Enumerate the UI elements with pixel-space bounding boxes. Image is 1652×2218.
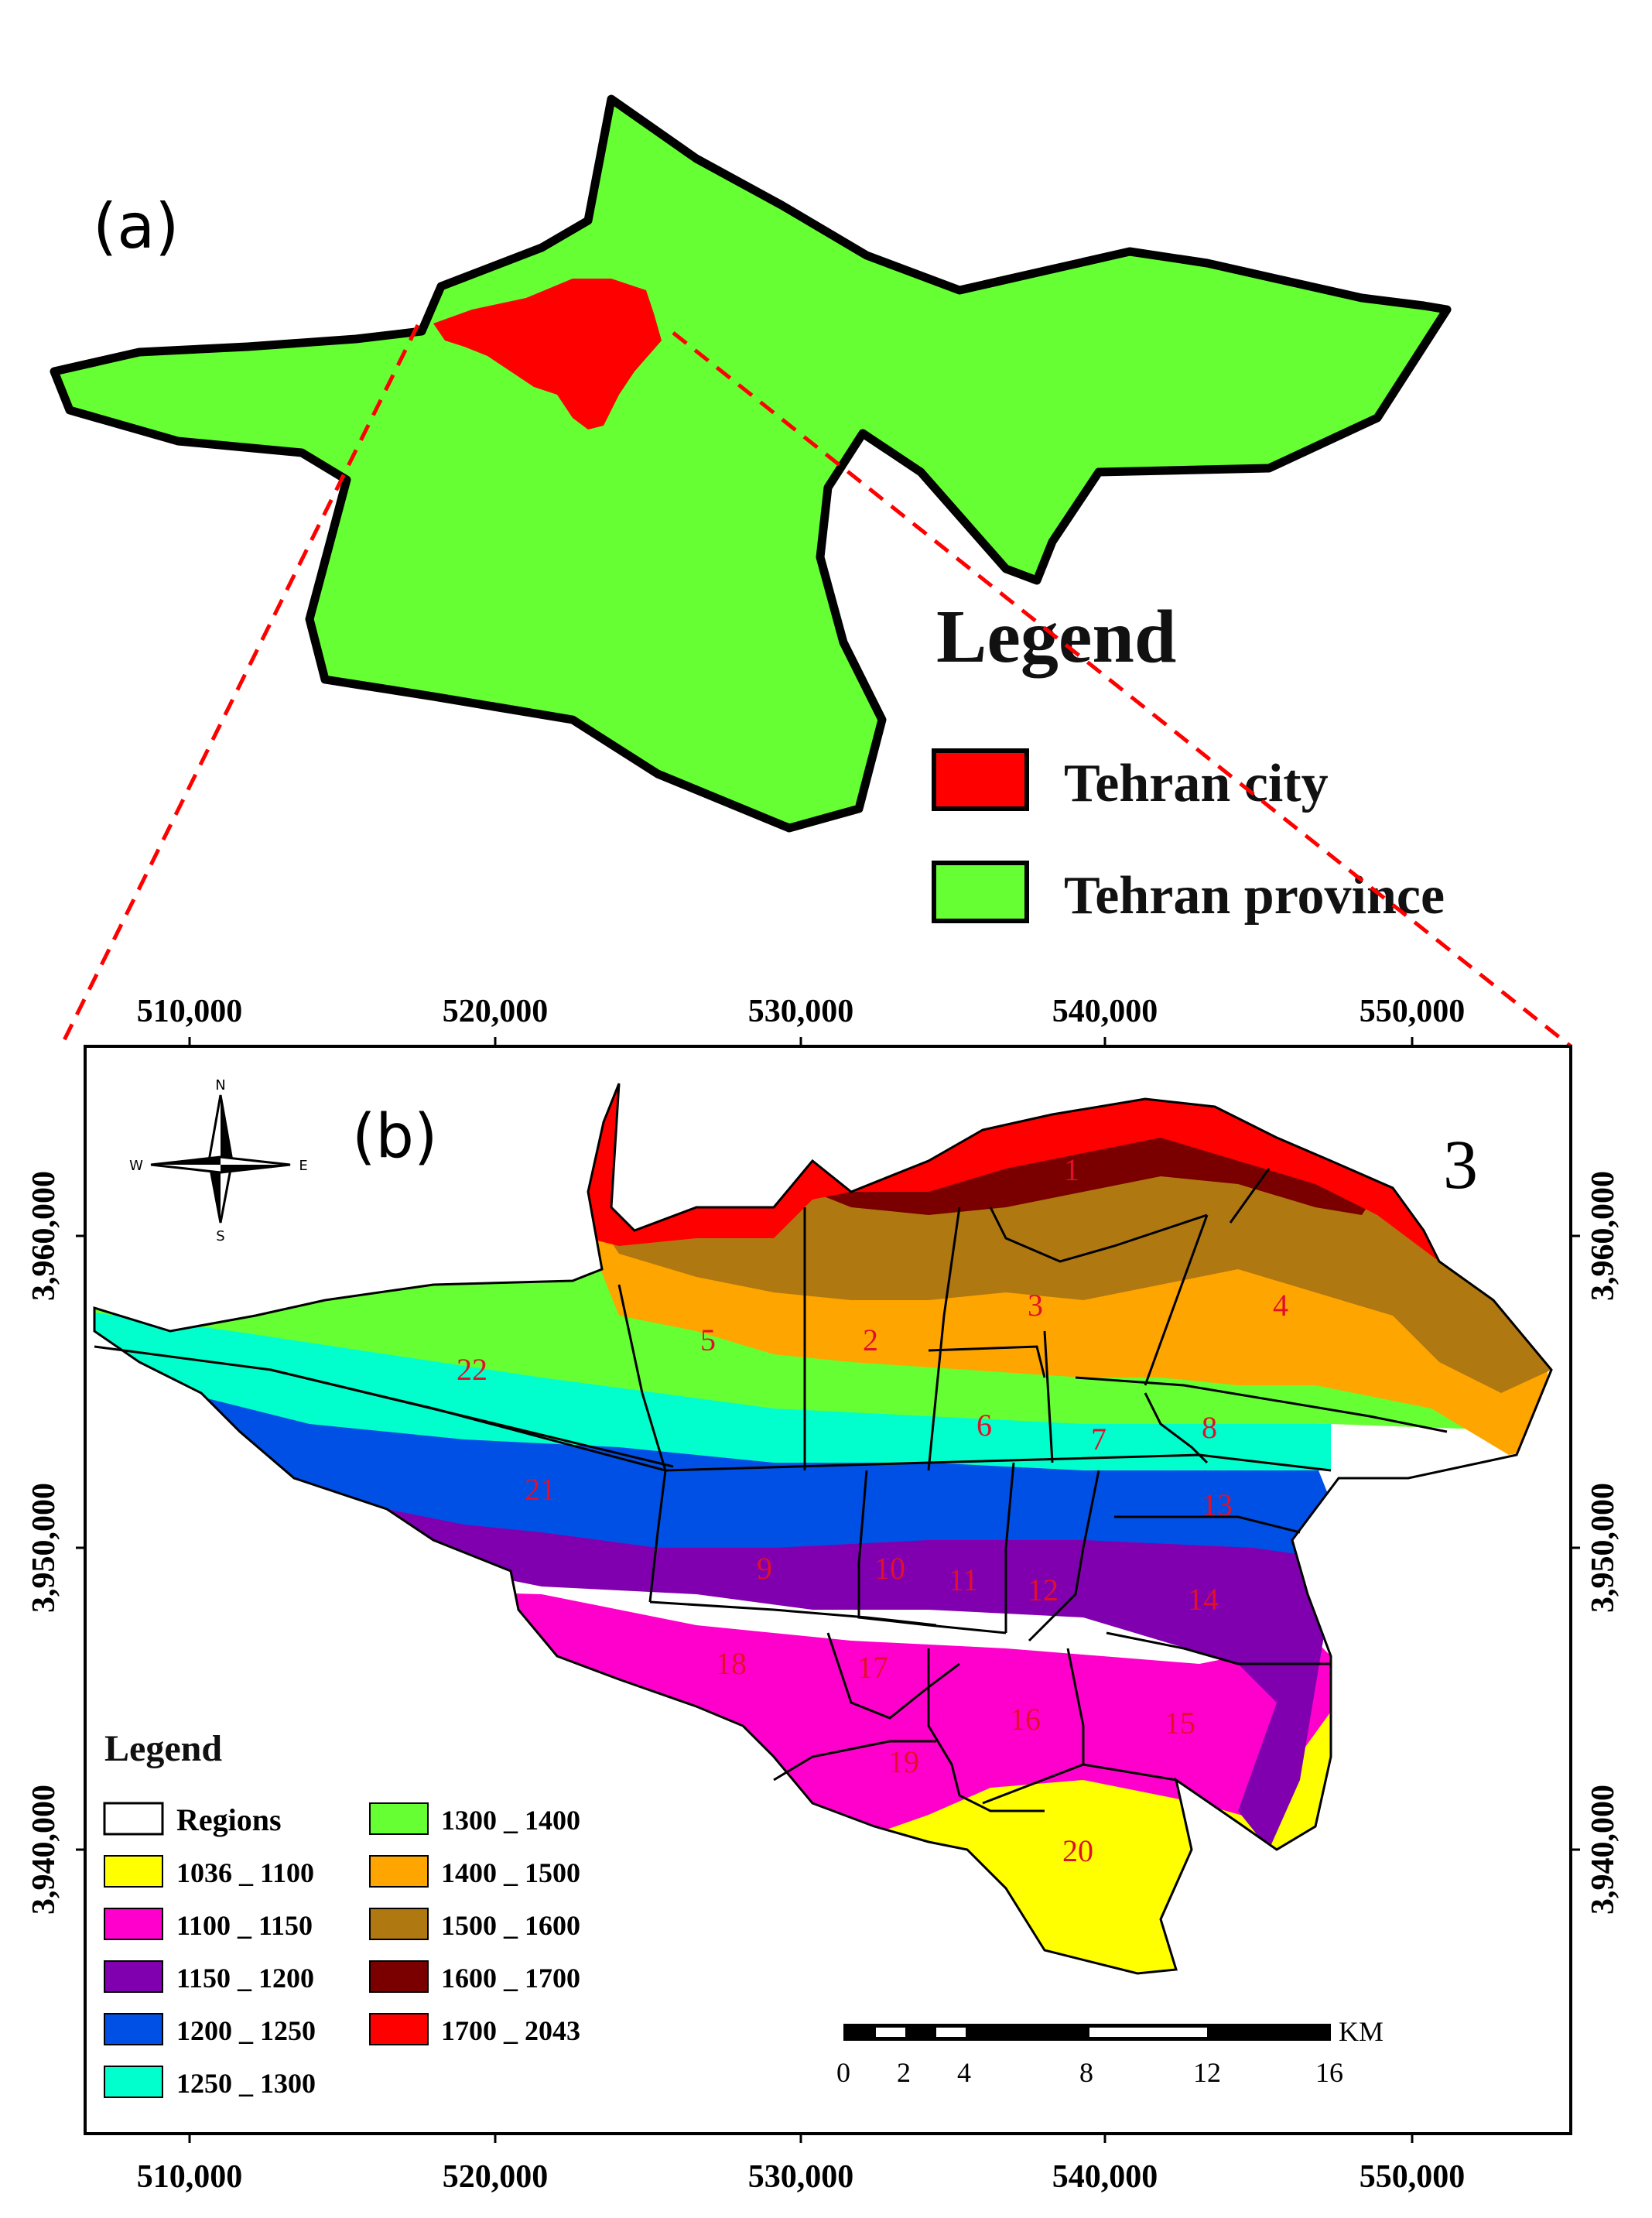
- legend-label-tehran-province: Tehran province: [1064, 866, 1445, 926]
- x-tick-bottom-520000: 520,000: [443, 2159, 549, 2195]
- panel-b-legend: Legend Regions 1036 _ 1100 1100 _ 1150 1…: [103, 1728, 580, 2099]
- region-label-10: 10: [874, 1551, 905, 1586]
- y-tick-left-3940000: 3,940,000: [26, 1785, 62, 1915]
- legend-swatch-1036-1100: [104, 1855, 163, 1888]
- legend-label-1036-1100: 1036 _ 1100: [176, 1857, 314, 1888]
- y-tick-right-3960000: 3,960,000: [1585, 1171, 1621, 1301]
- panel-b-legend-title: Legend: [104, 1728, 222, 1769]
- region-label-15: 15: [1165, 1706, 1195, 1741]
- legend-swatch-tehran-city: [932, 748, 1029, 811]
- region-label-18: 18: [716, 1646, 747, 1681]
- scale-label-12: 12: [1193, 2057, 1221, 2088]
- region-label-9: 9: [757, 1551, 772, 1586]
- legend-label-1200-1250: 1200 _ 1250: [176, 2015, 316, 2046]
- x-tick-bottom-530000: 530,000: [748, 2159, 854, 2195]
- region-label-8: 8: [1202, 1410, 1217, 1445]
- x-tick-bottom-550000: 550,000: [1360, 2159, 1466, 2195]
- region-boundaries: [93, 1083, 1553, 1975]
- legend-label-1600-1700: 1600 _ 1700: [441, 1963, 580, 1994]
- region-label-4: 4: [1273, 1288, 1288, 1323]
- region-label-14: 14: [1188, 1582, 1219, 1617]
- x-tick-top-530000: 530,000: [748, 994, 854, 1029]
- legend-swatch-1150-1200: [104, 1960, 163, 1993]
- legend-label-1500-1600: 1500 _ 1600: [441, 1910, 580, 1941]
- compass-e: E: [299, 1158, 307, 1174]
- legend-label-regions: Regions: [176, 1802, 282, 1837]
- zoom-connector-left: [60, 323, 420, 1046]
- x-tick-top-550000: 550,000: [1360, 994, 1466, 1029]
- region-labels: 1 2 3 4 5 6 7 8 9 10 11 12 13 14 15 16 1…: [457, 1152, 1288, 1868]
- legend-swatch-1700-2043: [369, 2013, 429, 2045]
- band-1500-1600: [588, 1153, 1551, 1393]
- region-label-12: 12: [1028, 1573, 1059, 1607]
- region-label-1: 1: [1064, 1152, 1079, 1187]
- compass-s: S: [216, 1228, 224, 1244]
- scale-unit: KM: [1339, 2016, 1384, 2047]
- legend-label-1150-1200: 1150 _ 1200: [176, 1963, 314, 1994]
- legend-swatch-tehran-province: [932, 861, 1029, 923]
- region-label-19: 19: [888, 1744, 919, 1779]
- scale-bar: KM 0 2 4 8 12 16: [836, 2016, 1384, 2088]
- legend-swatch-1250-1300: [104, 2066, 163, 2098]
- y-tick-right-3940000: 3,940,000: [1585, 1785, 1621, 1915]
- legend-label-tehran-city: Tehran city: [1064, 754, 1329, 813]
- region-label-22: 22: [457, 1352, 487, 1387]
- tehran-province-shape: [50, 94, 1452, 833]
- legend-swatch-regions: [103, 1802, 164, 1836]
- panel-b: 510,000 520,000 530,000 540,000 550,000 …: [26, 994, 1621, 2195]
- x-tick-bottom-540000: 540,000: [1052, 2159, 1158, 2195]
- legend-label-1250-1300: 1250 _ 1300: [176, 2068, 316, 2099]
- region-label-13: 13: [1202, 1487, 1233, 1522]
- legend-swatch-1300-1400: [369, 1802, 429, 1835]
- compass-w: W: [129, 1158, 143, 1174]
- north-arrow: N S E W: [129, 1077, 308, 1244]
- map-number: 3: [1443, 1127, 1478, 1203]
- region-label-21: 21: [525, 1472, 556, 1507]
- legend-swatch-1200-1250: [104, 2013, 163, 2045]
- scale-label-4: 4: [957, 2057, 971, 2088]
- legend-label-1300-1400: 1300 _ 1400: [441, 1805, 580, 1836]
- scale-label-8: 8: [1079, 2057, 1093, 2088]
- region-label-17: 17: [857, 1650, 888, 1685]
- tick-marks: [76, 1037, 1580, 2143]
- legend-label-1100-1150: 1100 _ 1150: [176, 1910, 313, 1941]
- scale-label-2: 2: [897, 2057, 911, 2088]
- region-label-11: 11: [949, 1563, 979, 1597]
- region-label-2: 2: [863, 1323, 878, 1357]
- zoom-connector-right: [672, 331, 1572, 1048]
- region-label-6: 6: [976, 1408, 992, 1443]
- x-tick-top-520000: 520,000: [443, 994, 549, 1029]
- legend-label-1400-1500: 1400 _ 1500: [441, 1857, 580, 1888]
- y-tick-left-3960000: 3,960,000: [26, 1171, 62, 1301]
- x-tick-top-510000: 510,000: [137, 994, 243, 1029]
- legend-swatch-1600-1700: [369, 1960, 429, 1993]
- panel-a: (a) Legend Tehran city Tehran province: [50, 94, 1452, 926]
- y-tick-left-3950000: 3,950,000: [26, 1483, 62, 1613]
- compass-n: N: [215, 1077, 225, 1094]
- region-label-7: 7: [1091, 1422, 1106, 1456]
- x-tick-bottom-510000: 510,000: [137, 2159, 243, 2195]
- legend-swatch-1400-1500: [369, 1855, 429, 1888]
- region-label-5: 5: [700, 1323, 716, 1357]
- legend-swatch-1100-1150: [104, 1908, 163, 1940]
- tehran-city-shape: [433, 279, 662, 430]
- scale-label-0: 0: [836, 2057, 850, 2088]
- y-tick-right-3950000: 3,950,000: [1585, 1483, 1621, 1613]
- region-label-3: 3: [1028, 1288, 1043, 1323]
- region-label-16: 16: [1010, 1702, 1041, 1737]
- x-tick-top-540000: 540,000: [1052, 994, 1158, 1029]
- panel-b-label: (b): [352, 1102, 437, 1172]
- scale-label-16: 16: [1315, 2057, 1343, 2088]
- region-label-20: 20: [1062, 1833, 1093, 1868]
- legend-label-1700-2043: 1700 _ 2043: [441, 2015, 580, 2046]
- band-1700-2043: [588, 1083, 1439, 1261]
- panel-a-label: (a): [93, 190, 179, 262]
- legend-swatch-1500-1600: [369, 1908, 429, 1940]
